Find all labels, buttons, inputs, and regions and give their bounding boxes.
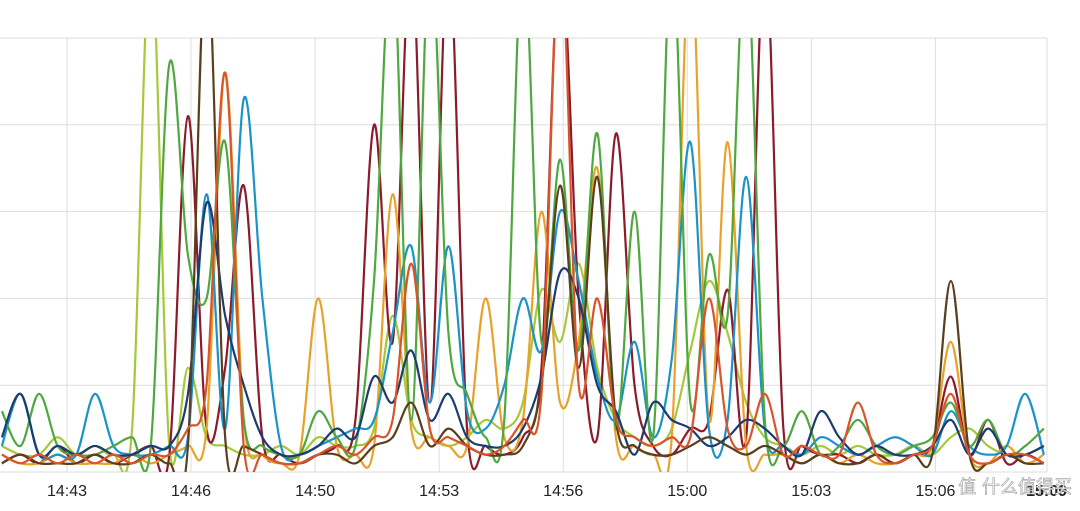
plot-area xyxy=(0,38,1045,472)
x-tick-label: 15:09 xyxy=(1026,483,1067,500)
axis-labels: 14:43 14:46 14:50 14:53 14:56 15:00 15:03 15:06… xyxy=(47,483,1067,500)
x-tick-label: 14:53 xyxy=(419,483,459,500)
series-line xyxy=(0,38,1045,472)
x-tick-label: 14:46 xyxy=(171,483,211,500)
x-tick-label: 15:06 xyxy=(915,483,955,500)
series-line xyxy=(1,38,1045,472)
x-tick-label: 14:43 xyxy=(47,483,87,500)
x-tick-label: 14:50 xyxy=(295,483,335,500)
grid xyxy=(0,37,1048,473)
x-tick-label: 15:00 xyxy=(667,483,707,500)
series-line xyxy=(1,38,1045,472)
watermark: 值 什么值得买 xyxy=(958,477,1072,498)
series-line xyxy=(0,200,1045,459)
x-tick-label: 15:03 xyxy=(791,483,831,500)
x-tick-label: 14:56 xyxy=(543,483,583,500)
